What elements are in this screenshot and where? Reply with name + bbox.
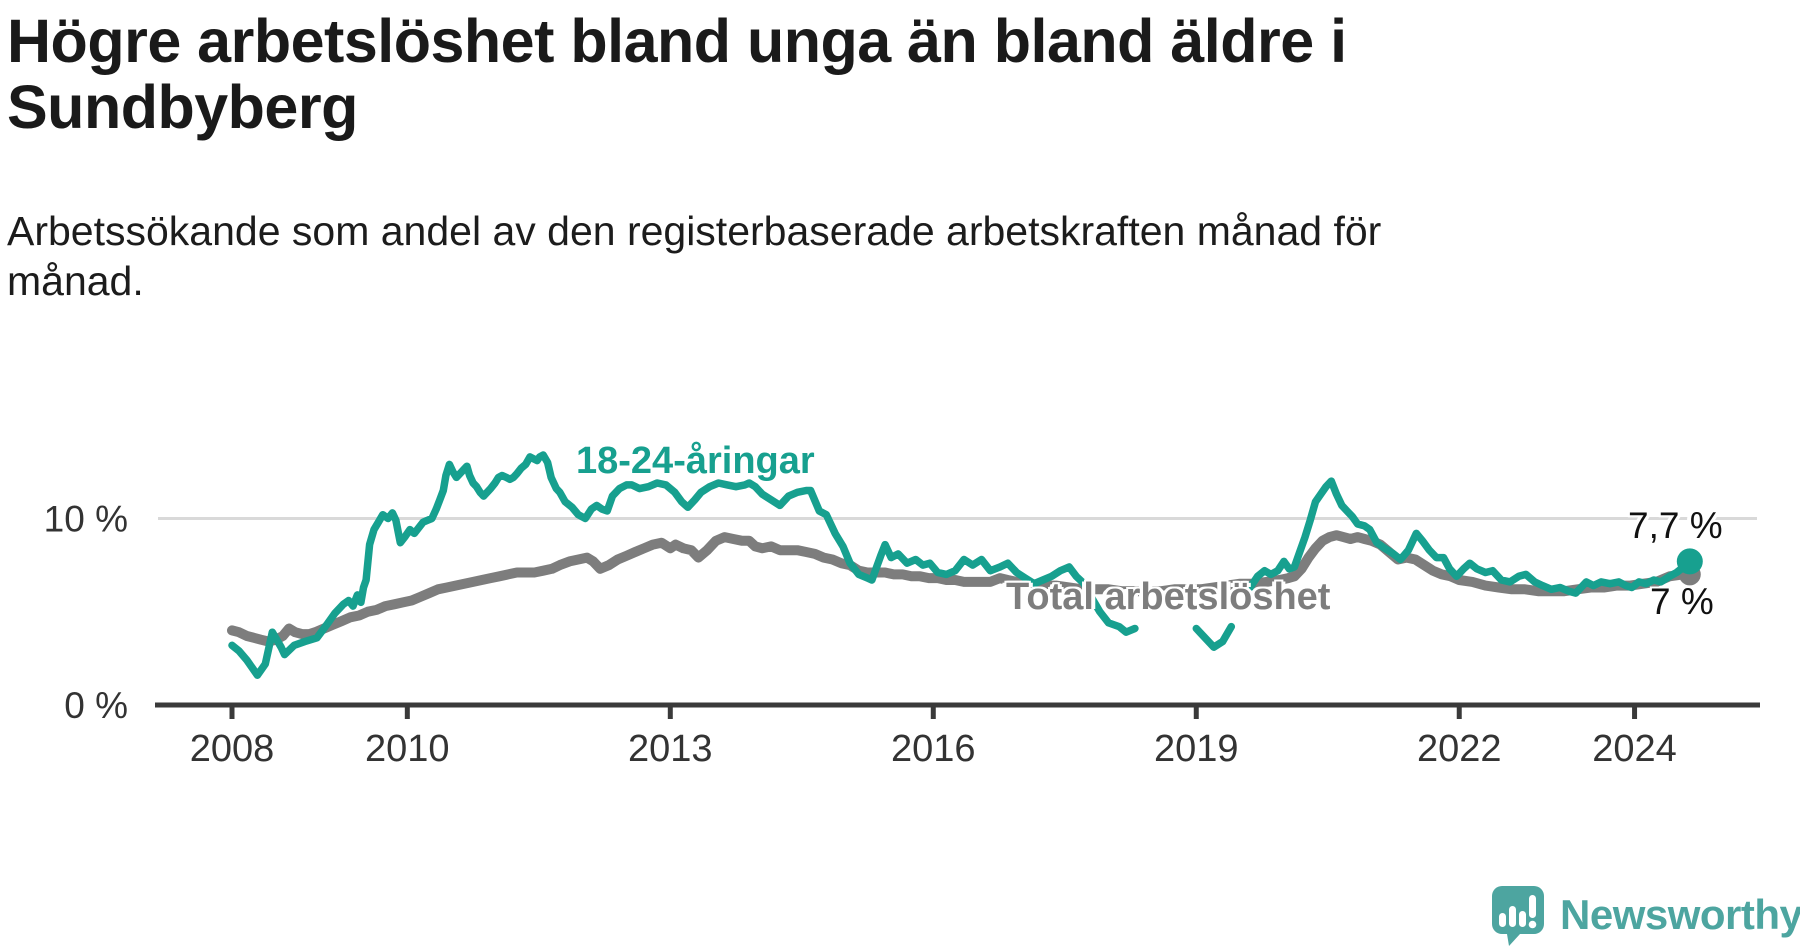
- page-title: Högre arbetslöshet bland unga än bland ä…: [7, 7, 1347, 142]
- newsworthy-wordmark: Newsworthy: [1560, 891, 1800, 938]
- x-tick-label: 2022: [1417, 728, 1502, 770]
- end-value-label-youth: 7,7 %: [1628, 505, 1723, 546]
- x-tick-label: 2024: [1592, 728, 1677, 770]
- newsworthy-speech-bubble-chart-icon: [1492, 886, 1544, 946]
- x-tick-label: 2013: [628, 728, 713, 770]
- x-tick-label: 2008: [190, 728, 275, 770]
- x-tick-label: 2019: [1154, 728, 1239, 770]
- newsworthy-logo: Newsworthy: [1488, 884, 1800, 946]
- y-tick-label: 10 %: [44, 498, 128, 539]
- series-label-total-unemployment: Total arbetslöshet: [1006, 576, 1331, 618]
- series-line-youth: [228, 451, 1694, 679]
- end-value-label-total: 7 %: [1650, 581, 1714, 622]
- series-label-youth-18-24: 18-24-åringar: [576, 440, 815, 482]
- chart-subtitle: Arbetssökande som andel av den registerb…: [7, 208, 1382, 305]
- y-tick-label: 0 %: [64, 685, 128, 726]
- series-end-dot-youth: [1676, 548, 1703, 575]
- x-tick-label: 2016: [891, 728, 976, 770]
- x-tick-label: 2010: [365, 728, 450, 770]
- series-line-total: [227, 530, 1695, 647]
